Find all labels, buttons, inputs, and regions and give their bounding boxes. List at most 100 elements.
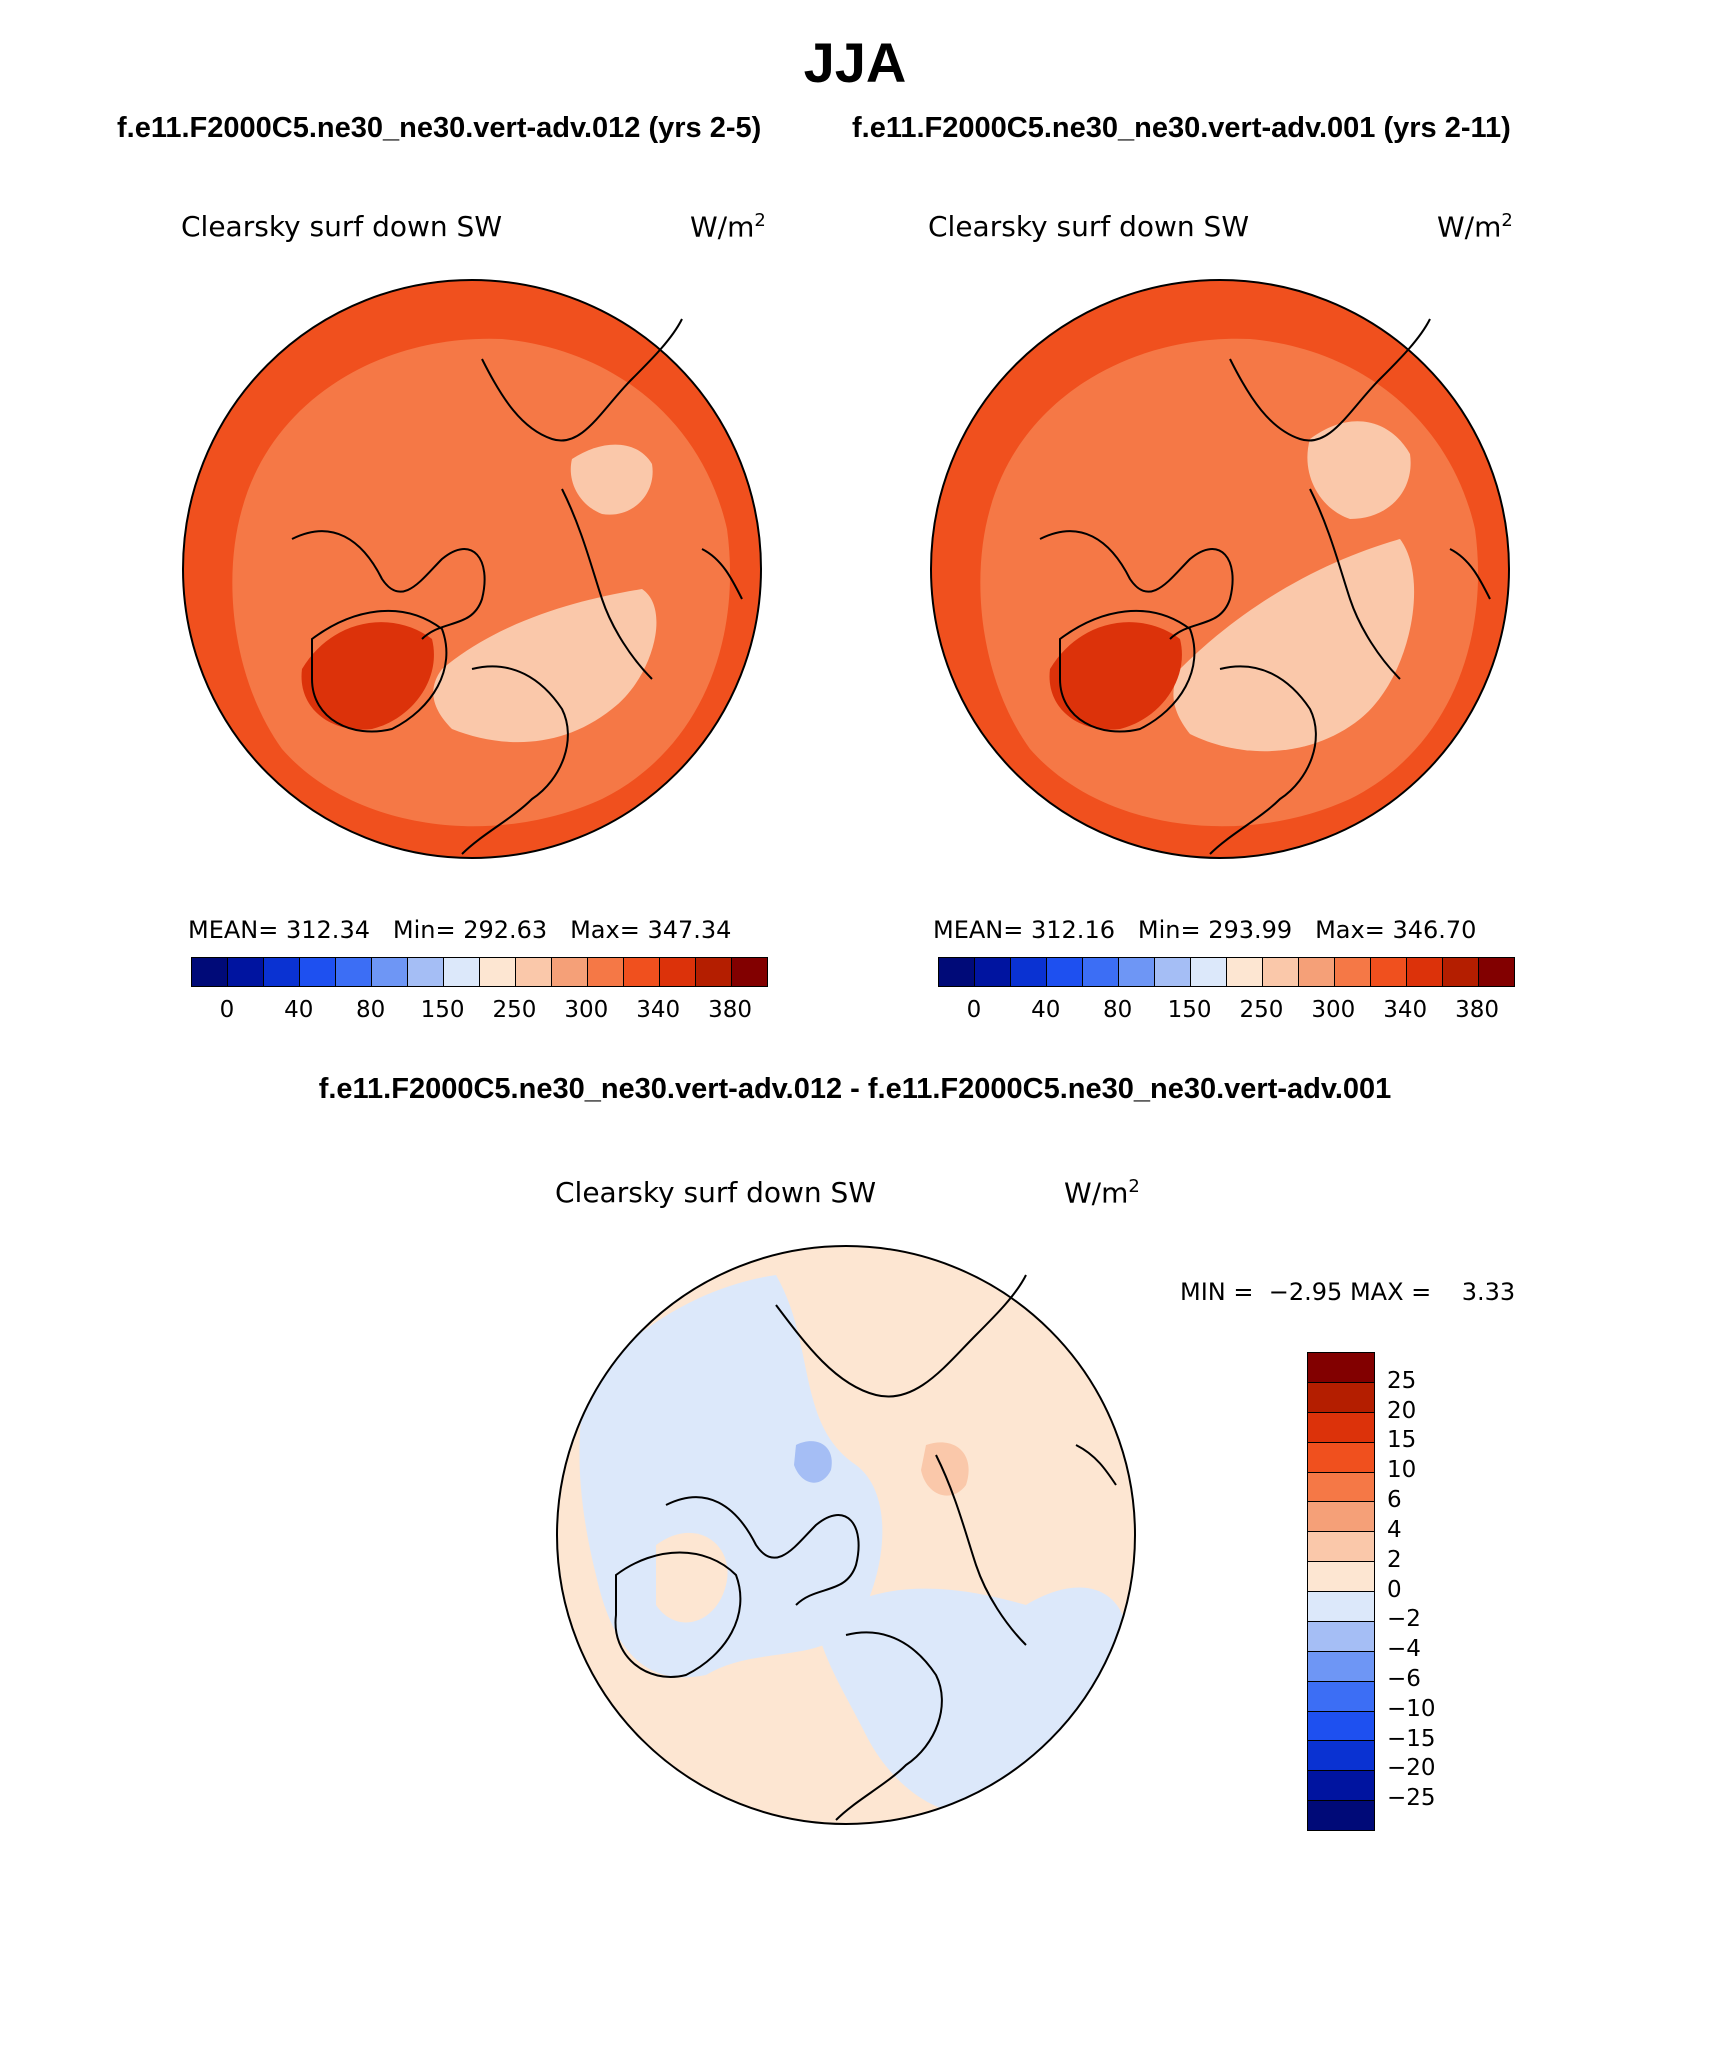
ticks2-label-7: 380: [1455, 997, 1500, 1023]
map1-field-light-eurasia: [433, 589, 657, 743]
cbar2-swatch-5: [1119, 958, 1155, 986]
cbar2-swatch-9: [1263, 958, 1299, 986]
ticks2-label-1: 40: [1031, 997, 1061, 1023]
map1-coastline-europe: [461, 665, 569, 855]
diff-field-negative-west: [579, 1275, 883, 1678]
ticks3-label-13: −20: [1387, 1755, 1436, 1782]
stats-line-1: MEAN= 312.34 Min= 292.63 Max= 347.34: [188, 916, 732, 944]
cbar3-swatch-15: [1308, 1801, 1374, 1830]
cbar2-swatch-11: [1335, 958, 1371, 986]
cbar1-swatch-10: [552, 958, 588, 986]
colorbar-2: [938, 957, 1515, 987]
polar-map-2: [930, 279, 1510, 859]
ticks3-label-1: 20: [1387, 1397, 1417, 1424]
cbar3-swatch-3: [1308, 1442, 1374, 1473]
ticks1-label-3: 150: [420, 997, 465, 1023]
ticks3-label-7: 0: [1387, 1576, 1402, 1603]
cbar3-swatch-0: [1308, 1353, 1374, 1383]
map2-coastline-greenland: [1059, 609, 1196, 733]
case-title-right: f.e11.F2000C5.ne30_ne30.vert-adv.001 (yr…: [852, 112, 1511, 144]
cbar1-swatch-2: [264, 958, 300, 986]
cbar1-swatch-6: [408, 958, 444, 986]
cbar3-swatch-5: [1308, 1502, 1374, 1533]
cbar1-swatch-3: [300, 958, 336, 986]
cbar3-swatch-13: [1308, 1741, 1374, 1772]
cbar3-swatch-9: [1308, 1621, 1374, 1652]
map1-field-dark-greenland: [301, 622, 434, 730]
ticks3-label-4: 6: [1387, 1487, 1402, 1514]
ticks2-label-6: 340: [1383, 997, 1428, 1023]
map2-coastline-siberia: [1309, 488, 1401, 680]
map2-coastline-alaska: [1229, 318, 1431, 442]
map1-field-mid: [232, 338, 731, 827]
cbar2-swatch-3: [1047, 958, 1083, 986]
map2-coastline-europe: [1209, 665, 1317, 855]
cbar2-swatch-14: [1443, 958, 1479, 986]
max-value-1: 347.34: [647, 916, 732, 944]
cbar1-swatch-15: [732, 958, 767, 986]
cbar1-swatch-11: [588, 958, 624, 986]
cbar2-swatch-15: [1479, 958, 1514, 986]
cbar1-swatch-5: [372, 958, 408, 986]
cbar2-swatch-0: [939, 958, 975, 986]
cbar3-swatch-14: [1308, 1771, 1374, 1802]
ticks1-label-7: 380: [708, 997, 753, 1023]
cbar2-swatch-7: [1191, 958, 1227, 986]
cbar1-swatch-14: [696, 958, 732, 986]
variable-label-2: Clearsky surf down SW: [928, 210, 1250, 243]
polar-map-diff: [556, 1245, 1136, 1825]
ticks1-label-2: 80: [356, 997, 386, 1023]
cbar3-swatch-10: [1308, 1651, 1374, 1682]
cbar3-swatch-4: [1308, 1472, 1374, 1503]
ticks1-label-4: 250: [492, 997, 537, 1023]
ticks2-label-0: 0: [966, 997, 982, 1023]
ticks2-label-2: 80: [1103, 997, 1133, 1023]
ticks3-label-5: 4: [1387, 1516, 1402, 1543]
cbar3-swatch-7: [1308, 1562, 1374, 1592]
diff-coastline-a: [665, 1496, 860, 1606]
case-title-left: f.e11.F2000C5.ne30_ne30.vert-adv.012 (yr…: [117, 112, 762, 144]
ticks3-label-6: 2: [1387, 1546, 1402, 1573]
cbar3-swatch-11: [1308, 1681, 1374, 1712]
min-value-diff: −2.95: [1268, 1278, 1343, 1306]
units-label-2: W/m2: [1437, 210, 1513, 244]
map1-coastline-alaska: [481, 318, 683, 442]
colorbar-1: [191, 957, 768, 987]
ticks1-label-0: 0: [219, 997, 235, 1023]
map2-coastline-kamchatka: [1449, 548, 1491, 600]
cbar1-swatch-0: [192, 958, 228, 986]
ticks2-label-5: 300: [1311, 997, 1356, 1023]
ticks3-label-11: −10: [1387, 1695, 1436, 1722]
units-label-1: W/m2: [690, 210, 766, 244]
cbar2-swatch-13: [1407, 958, 1443, 986]
cbar2-swatch-1: [975, 958, 1011, 986]
ticks1-label-1: 40: [284, 997, 314, 1023]
cbar2-swatch-8: [1227, 958, 1263, 986]
max-value-2: 346.70: [1392, 916, 1477, 944]
map1-coastline-a: [291, 530, 486, 640]
map2-field-light-eurasia: [1173, 539, 1415, 752]
min-value-2: 293.99: [1208, 916, 1293, 944]
diff-coastline-alaska: [775, 1274, 1027, 1398]
min-value-1: 292.63: [463, 916, 548, 944]
stats-line-2: MEAN= 312.16 Min= 293.99 Max= 346.70: [933, 916, 1477, 944]
mean-value-1: 312.34: [286, 916, 370, 944]
cbar1-swatch-7: [444, 958, 480, 986]
variable-label-1: Clearsky surf down SW: [181, 210, 503, 243]
cbar3-swatch-12: [1308, 1711, 1374, 1742]
max-value-diff: 3.33: [1461, 1278, 1516, 1306]
diff-field-positive-greenland: [656, 1532, 728, 1623]
diff-map-boundary: [556, 1245, 1136, 1825]
diff-coastline-europe: [835, 1631, 943, 1821]
colorbar-diff: [1307, 1352, 1375, 1831]
ticks3-label-0: 25: [1387, 1367, 1417, 1394]
diff-field-negative-spot: [794, 1441, 832, 1483]
ticks3-label-9: −4: [1387, 1636, 1421, 1663]
map1-coastline-greenland: [311, 609, 448, 733]
mean-value-2: 312.16: [1031, 916, 1115, 944]
diff-coastline-greenland: [614, 1551, 742, 1678]
cbar3-swatch-2: [1308, 1412, 1374, 1443]
cbar2-swatch-10: [1299, 958, 1335, 986]
diff-coastline-siberia: [935, 1454, 1027, 1646]
ticks2-label-4: 250: [1239, 997, 1284, 1023]
